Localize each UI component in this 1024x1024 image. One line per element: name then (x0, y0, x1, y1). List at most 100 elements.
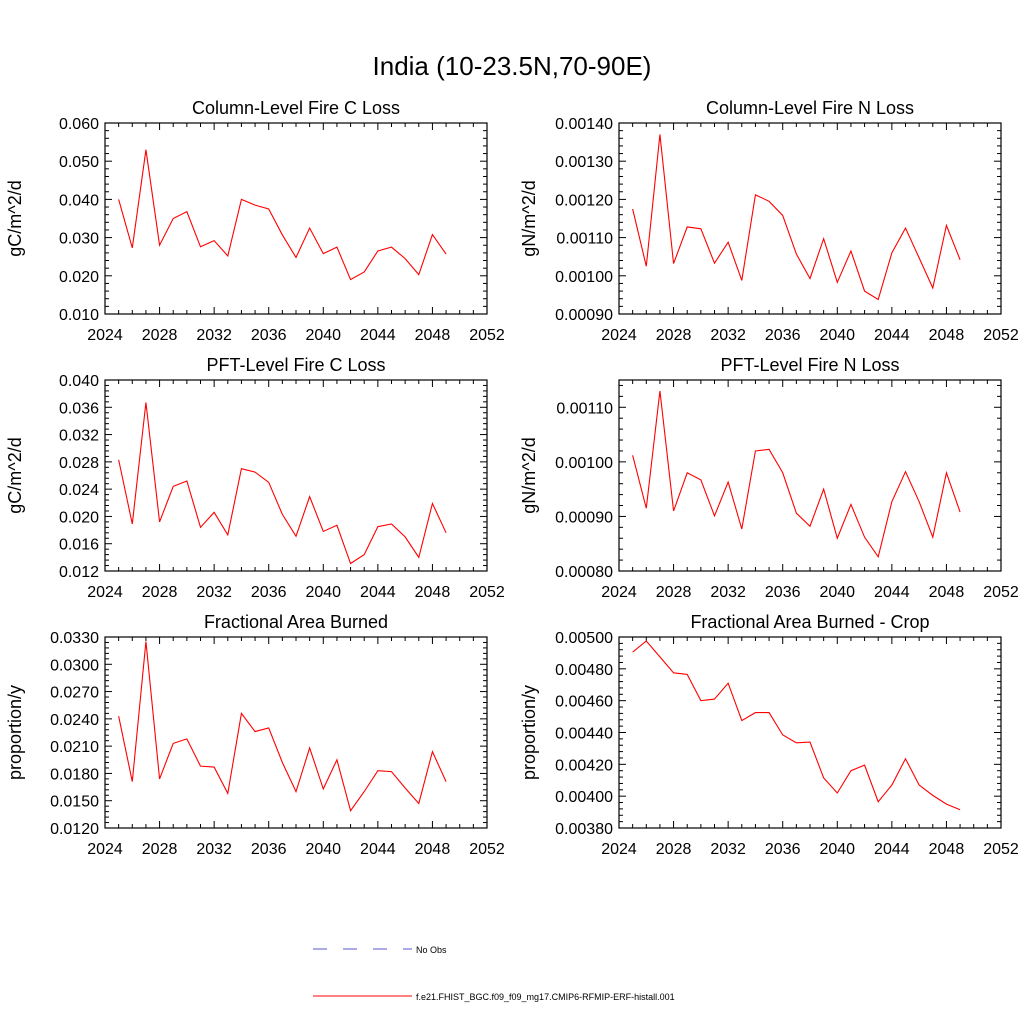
plot-frame (618, 379, 1002, 572)
legend-label-1: No Obs (416, 945, 447, 955)
y-tick-label: 0.020 (59, 509, 99, 526)
chart-title: Column-Level Fire C Loss (192, 98, 400, 118)
plot-frame (104, 379, 488, 572)
y-tick-label: 0.00380 (555, 821, 613, 838)
y-tick-label: 0.0210 (50, 739, 99, 756)
plot-frame (618, 636, 1002, 829)
y-tick-label: 0.00130 (555, 154, 613, 171)
x-tick-label: 2044 (874, 327, 910, 344)
y-tick-label: 0.00100 (555, 455, 613, 472)
x-tick-label: 2040 (819, 841, 855, 858)
x-tick-label: 2036 (251, 584, 287, 601)
x-tick-label: 2032 (710, 327, 746, 344)
series-line (632, 134, 961, 301)
y-tick-label: 0.00440 (555, 726, 613, 743)
y-tick-label: 0.040 (59, 373, 99, 390)
series-line (118, 149, 447, 281)
y-tick-label: 0.00480 (555, 662, 613, 679)
x-tick-label: 2048 (929, 841, 965, 858)
x-tick-label: 2028 (656, 327, 692, 344)
x-tick-label: 2036 (251, 327, 287, 344)
chart-panel-2: 2024 2028 2032 2036 2040 2044 2048 2052 0.00090 0… (519, 98, 1019, 344)
series-line (632, 640, 961, 811)
chart-title: Fractional Area Burned - Crop (690, 612, 929, 632)
y-axis-label: gN/m^2/d (519, 437, 539, 513)
y-axis-label: gC/m^2/d (5, 437, 25, 513)
x-tick-label: 2032 (196, 841, 232, 858)
chart-panel-1: 2024 2028 2032 2036 2040 2044 2048 2052 0.010 0.0… (5, 98, 505, 344)
y-tick-label: 0.016 (59, 537, 99, 554)
x-tick-label: 2052 (469, 841, 505, 858)
chart-panel-5: 2024 2028 2032 2036 2040 2044 2048 2052 0.0120 0.… (5, 612, 505, 858)
y-tick-label: 0.0180 (50, 766, 99, 783)
y-tick-label: 0.0300 (50, 657, 99, 674)
chart-title: PFT-Level Fire N Loss (720, 355, 899, 375)
series-line (118, 641, 447, 812)
y-tick-label: 0.00090 (555, 307, 613, 324)
chart-panel-4: 2024 2028 2032 2036 2040 2044 2048 2052 0.00080 0… (519, 355, 1019, 601)
x-tick-label: 2036 (765, 841, 801, 858)
x-tick-label: 2032 (710, 584, 746, 601)
x-tick-label: 2024 (601, 584, 637, 601)
y-tick-label: 0.00140 (555, 116, 613, 133)
y-tick-label: 0.0120 (50, 821, 99, 838)
x-tick-label: 2028 (656, 841, 692, 858)
y-tick-label: 0.00400 (555, 789, 613, 806)
x-tick-label: 2028 (656, 584, 692, 601)
chart-title: Column-Level Fire N Loss (706, 98, 914, 118)
x-tick-label: 2040 (819, 584, 855, 601)
x-tick-label: 2052 (469, 327, 505, 344)
y-tick-label: 0.0330 (50, 630, 99, 647)
x-tick-label: 2048 (415, 841, 451, 858)
x-tick-label: 2040 (305, 841, 341, 858)
y-tick-label: 0.00090 (555, 509, 613, 526)
y-tick-label: 0.024 (59, 482, 99, 499)
x-tick-label: 2036 (765, 327, 801, 344)
y-tick-label: 0.00460 (555, 694, 613, 711)
x-tick-label: 2040 (819, 327, 855, 344)
x-tick-label: 2028 (142, 584, 178, 601)
y-tick-label: 0.050 (59, 154, 99, 171)
x-tick-label: 2044 (874, 841, 910, 858)
x-tick-label: 2044 (360, 327, 396, 344)
x-tick-label: 2028 (142, 327, 178, 344)
plot-frame (618, 122, 1002, 315)
y-axis-label: proportion/y (519, 685, 539, 780)
panels: 2024 2028 2032 2036 2040 2044 2048 2052 0.010 0.0… (5, 98, 1019, 858)
y-tick-label: 0.012 (59, 564, 99, 581)
plot-frame (104, 636, 488, 829)
x-tick-label: 2032 (196, 584, 232, 601)
x-tick-label: 2052 (469, 584, 505, 601)
x-tick-label: 2032 (710, 841, 746, 858)
plot-frame (104, 122, 488, 315)
y-tick-label: 0.0240 (50, 712, 99, 729)
x-tick-label: 2048 (415, 327, 451, 344)
y-tick-label: 0.00500 (555, 630, 613, 647)
x-tick-label: 2036 (765, 584, 801, 601)
x-tick-label: 2040 (305, 584, 341, 601)
series-line (118, 402, 447, 565)
y-tick-label: 0.00120 (555, 192, 613, 209)
chart-title: PFT-Level Fire C Loss (206, 355, 385, 375)
legend: No Obs f.e21.FHIST_BGC.f09_f09_mg17.CMIP6… (313, 945, 675, 1002)
y-tick-label: 0.0150 (50, 794, 99, 811)
y-axis-label: gC/m^2/d (5, 180, 25, 256)
x-tick-label: 2032 (196, 327, 232, 344)
y-tick-label: 0.040 (59, 192, 99, 209)
x-tick-label: 2052 (983, 327, 1019, 344)
y-axis-label: gN/m^2/d (519, 180, 539, 256)
y-tick-label: 0.060 (59, 116, 99, 133)
figure-title: India (10-23.5N,70-90E) (373, 51, 652, 81)
x-tick-label: 2048 (415, 584, 451, 601)
y-tick-label: 0.00110 (556, 231, 613, 248)
y-tick-label: 0.00420 (555, 757, 613, 774)
y-tick-label: 0.00100 (555, 269, 613, 286)
legend-label-2: f.e21.FHIST_BGC.f09_f09_mg17.CMIP6-RFMIP… (416, 992, 675, 1002)
chart-panel-3: 2024 2028 2032 2036 2040 2044 2048 2052 0.012 0.0… (5, 355, 505, 601)
x-tick-label: 2024 (601, 327, 637, 344)
x-tick-label: 2044 (360, 584, 396, 601)
y-tick-label: 0.020 (59, 269, 99, 286)
x-tick-label: 2028 (142, 841, 178, 858)
y-tick-label: 0.036 (59, 400, 99, 417)
x-tick-label: 2024 (87, 841, 123, 858)
